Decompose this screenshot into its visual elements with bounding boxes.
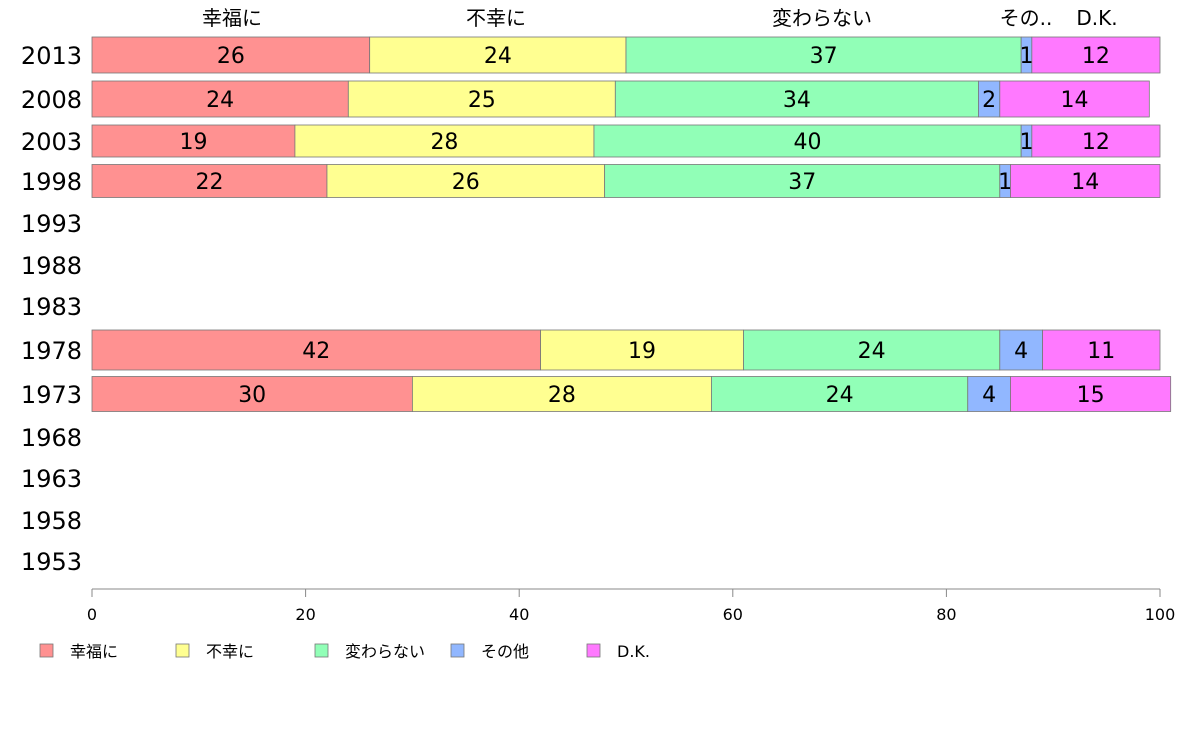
legend-label: 変わらない	[345, 642, 425, 661]
x-tick-label: 40	[509, 605, 529, 624]
bar-value-label: 24	[206, 88, 234, 113]
bar-value-label: 34	[783, 88, 811, 113]
bar-value-label: 14	[1061, 88, 1089, 113]
bar-segment	[593, 124, 1022, 158]
bar-segment	[1010, 164, 1161, 198]
x-tick-label: 20	[295, 605, 315, 624]
x-axis: 0 20 40 60 80 100	[87, 588, 1176, 624]
bar-segment	[326, 164, 606, 198]
top-label: 幸福に	[202, 6, 262, 30]
year-label: 1953	[21, 548, 82, 576]
bar-segment	[1010, 376, 1172, 412]
year-label: 1958	[21, 507, 82, 535]
year-label: 1998	[21, 168, 82, 196]
bar-value-label: 15	[1077, 383, 1105, 408]
bar-segment	[1031, 124, 1161, 158]
year-label: 2008	[21, 86, 82, 114]
legend-swatch	[450, 643, 465, 658]
bar-value-label: 24	[484, 44, 512, 69]
x-tick-label: 100	[1145, 605, 1176, 624]
x-tick-label: 80	[936, 605, 956, 624]
bar-value-label: 24	[858, 339, 886, 364]
legend-swatch	[586, 643, 601, 658]
bar-segment	[1042, 329, 1161, 371]
year-label: 1968	[21, 424, 82, 452]
bar-value-label: 28	[548, 383, 576, 408]
bar-segment	[411, 376, 712, 412]
bar-value-label: 19	[628, 339, 656, 364]
year-label: 1993	[21, 210, 82, 238]
bar-value-label: 22	[195, 170, 223, 195]
bar-value-label: 26	[452, 170, 480, 195]
bar-value-label: 37	[810, 44, 838, 69]
legend-label: 不幸に	[206, 642, 254, 661]
bar-value-label: 30	[238, 383, 266, 408]
bar-segment	[999, 80, 1150, 118]
bar-segment	[604, 164, 1001, 198]
bar-segment	[91, 376, 413, 412]
bar-value-label: 24	[826, 383, 854, 408]
bar-value-label: 1	[1020, 44, 1034, 69]
bar-segment	[540, 329, 744, 371]
bar-value-label: 2	[982, 88, 996, 113]
bar-segment	[91, 124, 296, 158]
bar-segment	[91, 80, 349, 118]
top-label: D.K.	[1076, 6, 1117, 30]
legend-swatch	[314, 643, 329, 658]
top-label: その..	[1000, 6, 1053, 30]
year-label: 1963	[21, 465, 82, 493]
bar-segment	[967, 376, 1011, 412]
bar-segment	[369, 36, 627, 74]
top-label: 変わらない	[772, 6, 872, 30]
legend-label: D.K.	[617, 642, 650, 661]
bar-segment	[91, 36, 371, 74]
bar-segment	[294, 124, 595, 158]
bar-segment	[625, 36, 1022, 74]
bar-value-label: 42	[302, 339, 330, 364]
bar-value-label: 4	[1014, 339, 1028, 364]
legend: 幸福に 不幸に 変わらない その他 D.K.	[39, 642, 650, 661]
x-tick-label: 0	[87, 605, 97, 624]
bar-value-label: 1	[1020, 130, 1034, 155]
top-label: 不幸に	[466, 6, 526, 30]
bar-segment	[743, 329, 1001, 371]
legend-swatch	[175, 643, 190, 658]
bar-segment	[711, 376, 969, 412]
bar-segment	[91, 164, 328, 198]
bar-segment	[614, 80, 979, 118]
legend-label: その他	[481, 642, 529, 661]
bar-value-label: 25	[468, 88, 496, 113]
x-tick-label: 60	[723, 605, 743, 624]
bar-segment	[999, 329, 1043, 371]
bar-value-label: 12	[1082, 130, 1110, 155]
year-label: 1988	[21, 252, 82, 280]
year-labels: 2013 2008 2003 1998 1993 1988 1983 1978 1973 1968…	[21, 42, 82, 576]
bar-segment	[1031, 36, 1161, 74]
bar-value-label: 11	[1087, 339, 1115, 364]
bar-value-label: 28	[430, 130, 458, 155]
bar-value-label: 1	[998, 170, 1012, 195]
year-label: 2013	[21, 42, 82, 70]
year-label: 1973	[21, 381, 82, 409]
bar-value-label: 40	[794, 130, 822, 155]
bar-segment	[91, 329, 541, 371]
bar-value-label: 19	[179, 130, 207, 155]
bar-value-label: 14	[1071, 170, 1099, 195]
year-label: 1983	[21, 293, 82, 321]
legend-swatch	[39, 643, 54, 658]
year-label: 1978	[21, 337, 82, 365]
bar-value-label: 12	[1082, 44, 1110, 69]
bar-value-label: 26	[217, 44, 245, 69]
year-label: 2003	[21, 128, 82, 156]
bar-segment	[347, 80, 616, 118]
top-labels: 幸福に 不幸に 変わらない その.. D.K.	[202, 6, 1118, 30]
bar-value-label: 37	[788, 170, 816, 195]
bar-value-label: 4	[982, 383, 996, 408]
legend-label: 幸福に	[70, 642, 118, 661]
